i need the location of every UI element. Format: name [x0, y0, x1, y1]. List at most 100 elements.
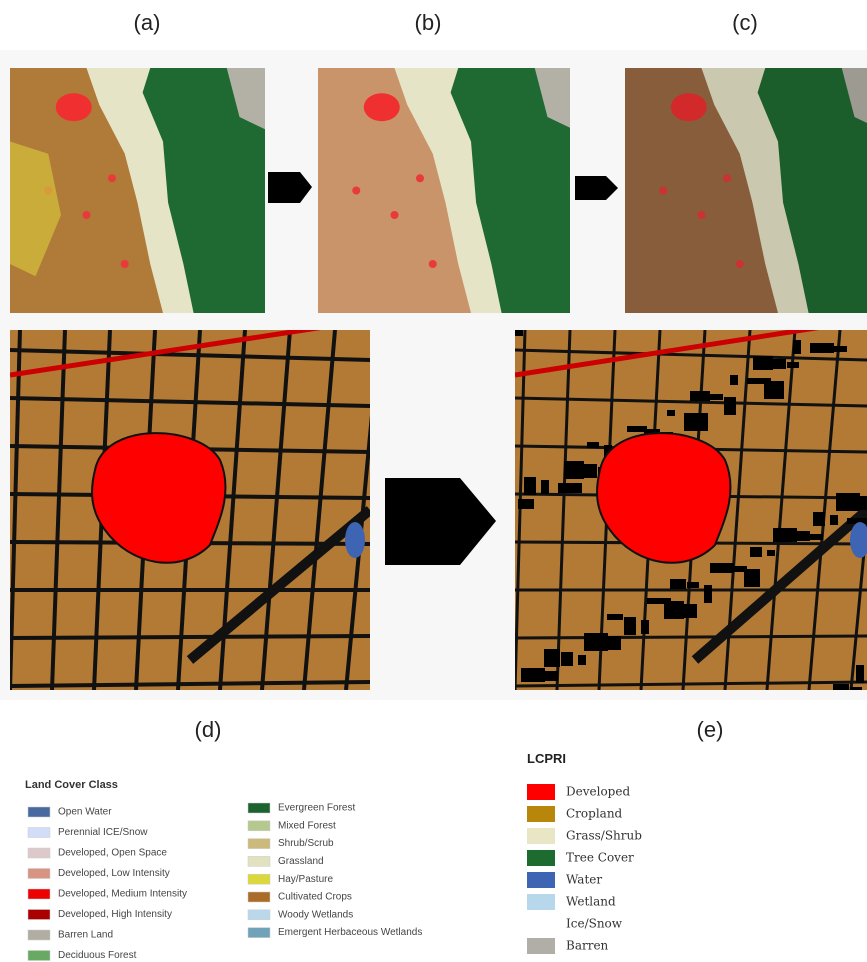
dark-patch [767, 550, 775, 556]
dark-patch [564, 461, 584, 479]
legend-swatch [248, 874, 270, 884]
legend-swatch [527, 872, 555, 888]
figure: (a) (b) (c) (d) (e) Land Cover Class LCP… [0, 0, 867, 962]
dark-patch [521, 668, 545, 682]
legend-swatch [28, 848, 50, 858]
urban [416, 174, 424, 182]
urban [108, 174, 116, 182]
map-body [515, 320, 867, 698]
legend-label: Developed, Open Space [58, 848, 167, 859]
legend-swatch [248, 928, 270, 938]
dark-patch [578, 655, 586, 665]
panel-label: (a) [134, 10, 161, 35]
legend-swatch [248, 839, 270, 849]
legend-swatch [527, 850, 555, 866]
legend-label: Grassland [278, 856, 324, 867]
legend-label: Ice/Snow [566, 917, 623, 931]
legend-swatch [28, 930, 50, 940]
map [318, 68, 573, 313]
dark-patch [541, 480, 549, 494]
dark-patch [704, 585, 712, 603]
dark-patch [810, 343, 834, 353]
legend-swatch [28, 910, 50, 920]
dark-patch [730, 375, 738, 385]
dark-patch [624, 617, 636, 635]
legend-label: Cropland [566, 807, 623, 821]
dark-patch [813, 512, 825, 526]
legend-label: Evergreen Forest [278, 803, 355, 814]
legend-swatch [28, 951, 50, 961]
dark-patch [793, 340, 801, 354]
map [10, 68, 265, 313]
dark-patch [836, 493, 860, 511]
dark-patch [667, 410, 675, 416]
water [345, 522, 365, 558]
legend-label: Emergent Herbaceous Wetlands [278, 927, 422, 938]
dark-patch [558, 483, 582, 493]
legend-swatch [248, 821, 270, 831]
legend-swatch [248, 856, 270, 866]
dark-patch [724, 397, 736, 415]
urban [56, 93, 92, 121]
legend-label: Developed, High Intensity [58, 909, 172, 920]
urban [391, 211, 399, 219]
road [515, 636, 867, 638]
map-body [318, 68, 573, 313]
legend-swatch [28, 889, 50, 899]
dark-patch [670, 579, 686, 589]
dark-patch [684, 413, 708, 431]
panel-label: (e) [697, 717, 724, 742]
panel-label: (b) [415, 10, 442, 35]
urban [352, 187, 360, 195]
legend-label: Open Water [58, 807, 112, 818]
urban [121, 260, 129, 268]
urban [83, 211, 91, 219]
map [625, 68, 867, 313]
dark-patch [524, 477, 536, 495]
legend-swatch [527, 806, 555, 822]
urban [364, 93, 400, 121]
legend-label: Wetland [566, 895, 616, 909]
dark-patch [518, 499, 534, 509]
legend-label: Hay/Pasture [278, 874, 333, 885]
dark-patch [687, 582, 699, 588]
legend-swatch [28, 828, 50, 838]
map [515, 320, 867, 698]
dark-patch [587, 442, 599, 448]
map [10, 320, 380, 690]
dark-patch [773, 528, 797, 542]
map-body [625, 68, 867, 313]
map-body [10, 68, 265, 313]
dark-patch [787, 362, 799, 368]
panel-label: (d) [195, 717, 222, 742]
dark-patch [753, 356, 773, 370]
road [10, 636, 370, 638]
legend-label: Shrub/Scrub [278, 838, 334, 849]
panel-label: (c) [732, 10, 758, 35]
dark-patch [856, 665, 864, 683]
dark-patch [641, 620, 649, 634]
legend-swatch [248, 910, 270, 920]
dark-patch [561, 652, 573, 666]
legend-swatch [28, 807, 50, 817]
legend-swatch [527, 828, 555, 844]
legend-label: Grass/Shrub [566, 829, 642, 843]
legend-label: Barren [566, 939, 609, 953]
legend-swatch [28, 869, 50, 879]
page: (a) (b) (c) (d) (e) Land Cover Class LCP… [0, 0, 867, 962]
legend-swatch [527, 784, 555, 800]
legend-label: Mixed Forest [278, 820, 336, 831]
legend-label: Deciduous Forest [58, 950, 137, 961]
legend-label: Barren Land [58, 930, 113, 941]
legend-label: Water [566, 873, 602, 887]
legend-swatch [527, 916, 555, 932]
dark-patch [544, 649, 560, 667]
dark-patch [747, 378, 771, 384]
legend-swatch [527, 894, 555, 910]
dark-patch [647, 598, 671, 604]
dark-patch [710, 563, 734, 573]
legend-title: Land Cover Class [25, 779, 118, 791]
texture [625, 68, 867, 313]
legend-label: Woody Wetlands [278, 909, 353, 920]
dark-patch [690, 391, 710, 401]
